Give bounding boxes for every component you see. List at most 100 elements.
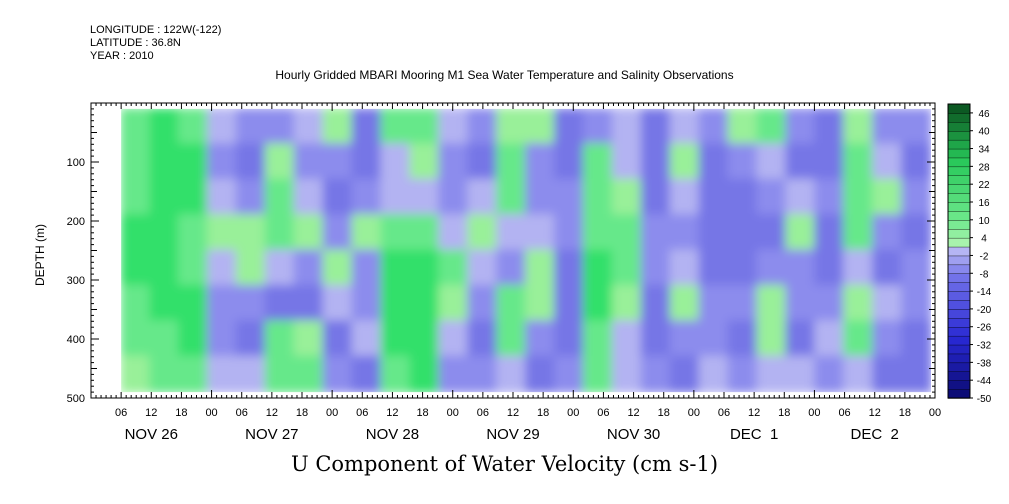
heatmap-cell xyxy=(553,214,585,252)
colorbar-segment xyxy=(947,273,971,283)
x-hour-label: 12 xyxy=(869,407,881,419)
heatmap-cell xyxy=(496,320,528,358)
x-day-label: DEC 2 xyxy=(851,426,899,443)
heatmap-cell xyxy=(293,320,325,358)
colorbar-segment xyxy=(947,130,971,141)
heatmap-cell xyxy=(611,178,643,217)
x-hour-label: 00 xyxy=(808,407,820,419)
heatmap-cell xyxy=(438,214,470,252)
heatmap-cell xyxy=(727,214,759,252)
heatmap-cell xyxy=(843,143,875,181)
heatmap-cell xyxy=(264,249,296,287)
heatmap-cell xyxy=(901,284,931,323)
x-day-label: NOV 30 xyxy=(607,426,660,443)
colorbar: 46 40 34 28 22 16 10 4 -2 -8 -14 -20 -26 -32 -38 -44 -50 xyxy=(947,103,992,405)
y-tick-label: 300 xyxy=(67,275,85,287)
colorbar-segment xyxy=(947,157,971,168)
x-day-label: NOV 29 xyxy=(486,426,539,443)
y-tick-label: 400 xyxy=(67,334,85,346)
heatmap-cell xyxy=(727,249,759,287)
heatmap-cell xyxy=(177,143,209,181)
heatmap-cell xyxy=(553,249,585,287)
heatmap-cell xyxy=(322,178,354,217)
heatmap-cell xyxy=(872,178,904,217)
heatmap-cell xyxy=(525,214,556,252)
heatmap-cell xyxy=(611,214,643,252)
colorbar-label: 46 xyxy=(978,109,990,120)
heatmap-cell xyxy=(177,249,209,287)
chart-title: Hourly Gridded MBARI Mooring M1 Sea Wate… xyxy=(275,68,734,82)
heatmap-cell xyxy=(640,355,672,393)
colorbar-label: -2 xyxy=(980,251,989,262)
heatmap-cell xyxy=(698,355,730,393)
heatmap-cell xyxy=(872,249,904,287)
heatmap-cell xyxy=(901,108,931,146)
x-hour-label: 06 xyxy=(356,407,368,419)
heatmap-cell xyxy=(553,355,585,393)
longitude-label: LONGITUDE : 122W(-122) xyxy=(90,24,222,36)
heatmap-cell xyxy=(467,320,499,358)
heatmap-cell xyxy=(901,143,931,181)
colorbar-segment xyxy=(947,246,971,257)
heatmap-cell xyxy=(293,214,325,252)
colorbar-segment xyxy=(947,362,971,372)
colorbar-segment xyxy=(947,210,971,221)
heatmap-cell xyxy=(496,214,528,252)
heatmap-cell xyxy=(467,143,499,181)
heatmap-cell xyxy=(553,143,585,181)
heatmap-cell xyxy=(525,108,556,146)
heatmap-cell xyxy=(351,249,383,287)
heatmap-cell xyxy=(322,143,354,181)
heatmap-cell xyxy=(467,249,499,287)
heatmap-cell xyxy=(756,320,788,358)
heatmap-cell xyxy=(467,284,499,323)
heatmap-cell xyxy=(149,178,180,217)
y-axis-label: DEPTH (m) xyxy=(33,224,47,286)
heatmap-cell xyxy=(409,214,441,252)
colorbar-label: -8 xyxy=(980,269,989,280)
x-hour-label: 18 xyxy=(175,407,187,419)
heatmap-cell xyxy=(121,355,152,393)
heatmap-cell xyxy=(582,355,614,393)
heatmap-cell xyxy=(727,178,759,217)
colorbar-segment xyxy=(947,201,971,212)
heatmap-cell xyxy=(322,355,354,393)
heatmap-cell xyxy=(640,143,672,181)
colorbar-segment xyxy=(947,326,971,337)
heatmap-cell xyxy=(121,108,152,146)
heatmap-cell xyxy=(640,320,672,358)
heatmap-cell xyxy=(206,355,238,393)
x-day-label: NOV 28 xyxy=(366,426,419,443)
heatmap-cell xyxy=(814,143,846,181)
heatmap-cell xyxy=(525,143,556,181)
heatmap-cell xyxy=(785,143,817,181)
heatmap-cell xyxy=(582,284,614,323)
colorbar-segment xyxy=(947,388,971,399)
colorbar-segment xyxy=(947,237,971,248)
colorbar-segment xyxy=(947,175,971,185)
colorbar-segment xyxy=(947,308,971,319)
y-tick-label: 500 xyxy=(67,393,85,405)
x-hour-label: 00 xyxy=(688,407,700,419)
heatmap-cell xyxy=(409,108,441,146)
heatmap-cell xyxy=(467,108,499,146)
heatmap-cell xyxy=(582,108,614,146)
colorbar-segment xyxy=(947,183,971,194)
heatmap-cell xyxy=(669,249,701,287)
heatmap-cell xyxy=(611,284,643,323)
heatmap-cell xyxy=(206,108,238,146)
colorbar-segment xyxy=(947,344,971,355)
heatmap-cell xyxy=(380,178,412,217)
heatmap-cell xyxy=(785,355,817,393)
heatmap-cell xyxy=(582,178,614,217)
heatmap-cell xyxy=(785,214,817,252)
heatmap-cell xyxy=(380,249,412,287)
heatmap-cell xyxy=(264,178,296,217)
heatmap-cell xyxy=(177,320,209,358)
heatmap-cell xyxy=(669,178,701,217)
colorbar-segment xyxy=(947,353,971,364)
heatmap-cell xyxy=(496,108,528,146)
colorbar-segment xyxy=(947,371,971,381)
heatmap-cell xyxy=(351,214,383,252)
heatmap-cell xyxy=(843,214,875,252)
